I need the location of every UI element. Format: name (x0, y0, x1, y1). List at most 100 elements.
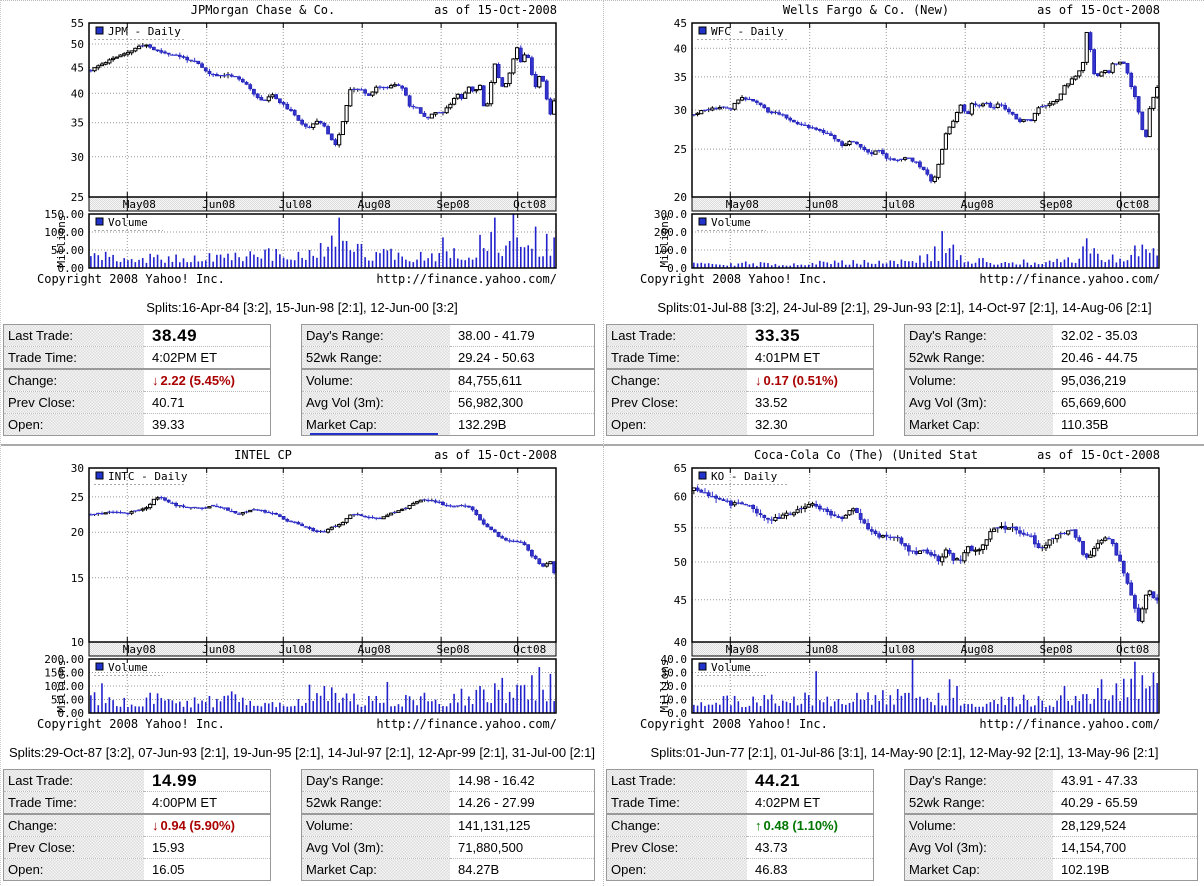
quote-label: Trade Time: (606, 791, 747, 814)
quote-row: Volume: 141,131,125 (301, 813, 595, 837)
quote-value: 102.19B (1053, 858, 1198, 881)
quote-row: Change: ↑ 0.48 (1.10%) (606, 813, 874, 837)
price-legend: INTC - Daily (94, 470, 188, 485)
quote-row: Day's Range: 43.91 - 47.33 (905, 769, 1198, 792)
quote-row: Market Cap: 132.29B (301, 413, 595, 436)
stock-panel-ko: Coca-Cola Co (The) (United Stat as of 15-… (603, 446, 1204, 886)
price-tick-label: 40 (71, 87, 84, 100)
quote-section: Last Trade: 38.49 Trade Time: 4:02PM ET Chan… (1, 324, 603, 436)
volume-tick-label: 100.00 (44, 226, 84, 239)
quote-table-right: Day's Range: 38.00 - 41.79 52wk Range: 29.2… (301, 324, 595, 436)
down-arrow-icon: ↓ (152, 373, 159, 388)
month-label: Aug08 (358, 643, 391, 656)
legend-swatch-icon (698, 26, 707, 35)
volume-bars-group (90, 667, 555, 713)
quote-section: Last Trade: 44.21 Trade Time: 4:02PM ET Chan… (604, 769, 1204, 881)
quote-value: 15.93 (144, 836, 271, 859)
volume-legend-label: Volume (711, 216, 751, 229)
price-tick-label: 60 (674, 491, 687, 504)
volume-legend-label: Volume (711, 661, 751, 674)
legend-swatch-icon (698, 662, 707, 671)
quote-row: Volume: 28,129,524 (904, 813, 1198, 837)
price-tick-label: 65 (674, 462, 687, 475)
copyright-label: Copyright 2008 Yahoo! Inc. (640, 272, 828, 286)
as-of-label: as of 15-Oct-2008 (1037, 448, 1160, 462)
quote-row: Prev Close: 33.52 (606, 391, 874, 414)
quote-label: Market Cap: (301, 858, 450, 881)
volume-legend-label: Volume (108, 216, 148, 229)
price-tick-label: 40 (674, 636, 687, 649)
finance-url: http://finance.yahoo.com/ (979, 717, 1160, 731)
month-label: Sep08 (437, 643, 470, 656)
quote-row: Volume: 95,036,219 (904, 368, 1198, 392)
quote-value: 95,036,219 (1053, 368, 1198, 392)
stock-panel-wfc: Wells Fargo & Co. (New) as of 15-Oct-2008… (603, 1, 1204, 446)
volume-tick-label: 40.0 (661, 653, 688, 666)
quote-label: Prev Close: (606, 836, 747, 859)
quote-row: Prev Close: 43.73 (606, 836, 874, 859)
quote-table-right: Day's Range: 32.02 - 35.03 52wk Range: 20.4… (904, 324, 1198, 436)
candles-group (88, 43, 557, 148)
quote-label: Change: (3, 368, 144, 392)
quote-value: 110.35B (1053, 413, 1198, 436)
month-label: Oct08 (513, 198, 546, 211)
volume-tick-label: 0.00 (58, 262, 85, 275)
gridlines (692, 22, 1159, 269)
quote-label: Prev Close: (3, 391, 144, 414)
candles-group (88, 495, 556, 575)
volume-legend: Volume (94, 216, 163, 231)
month-label: Aug08 (961, 643, 994, 656)
volume-tick-label: 300.0 (654, 208, 687, 221)
quote-value: 38.00 - 41.79 (450, 324, 595, 347)
month-label: Jul08 (279, 198, 312, 211)
quote-row: Day's Range: 14.98 - 16.42 (302, 769, 595, 792)
volume-plot-border (88, 658, 557, 714)
quote-value: 84,755,611 (450, 368, 595, 392)
quote-value: 141,131,125 (450, 813, 595, 837)
volume-bars-group (90, 214, 555, 268)
candles-group (691, 485, 1159, 624)
quote-label: Open: (3, 858, 144, 881)
quote-label: Prev Close: (606, 391, 747, 414)
quote-row: Open: 46.83 (606, 858, 874, 881)
volume-axis-label: Millions (55, 660, 68, 713)
quote-label: 52wk Range: (301, 346, 450, 369)
quote-label: Day's Range: (302, 769, 451, 792)
quote-row: Market Cap: 102.19B (904, 858, 1198, 881)
month-label: Oct08 (1116, 643, 1149, 656)
quote-label: Volume: (904, 368, 1053, 392)
quote-label[interactable]: Market Cap: (301, 413, 450, 436)
quote-label: 52wk Range: (904, 346, 1053, 369)
chart-canvas: JPMorgan Chase & Co. as of 15-Oct-2008 55 5… (37, 3, 557, 286)
quote-row: Volume: 84,755,611 (301, 368, 595, 392)
quote-row: Trade Time: 4:02PM ET (606, 791, 874, 814)
price-volume-chart: Wells Fargo & Co. (New) as of 15-Oct-2008… (604, 1, 1204, 291)
quote-value: 43.73 (747, 836, 874, 859)
splits-note: Splits:01-Jul-88 [3:2], 24-Jul-89 [2:1],… (657, 300, 1152, 315)
quote-value: 33.52 (747, 391, 874, 414)
as-of-label: as of 15-Oct-2008 (434, 448, 557, 462)
stock-panel-jpm: JPMorgan Chase & Co. as of 15-Oct-2008 55 5… (1, 1, 603, 446)
quote-label: Avg Vol (3m): (301, 836, 450, 859)
month-label: Sep08 (437, 198, 470, 211)
quote-label: Change: (3, 813, 144, 837)
quote-value: 44.21 (747, 769, 874, 792)
volume-axis-label: Millions (658, 215, 671, 268)
quote-row: 52wk Range: 29.24 - 50.63 (301, 346, 595, 369)
quote-value: 14,154,700 (1053, 836, 1198, 859)
quote-value: 14.26 - 27.99 (450, 791, 595, 814)
quote-label: Trade Time: (3, 791, 144, 814)
month-label: May08 (123, 198, 156, 211)
month-label: Oct08 (1116, 198, 1149, 211)
price-tick-label: 50 (71, 38, 84, 51)
quote-label: Change: (606, 368, 747, 392)
month-label: Jun08 (805, 643, 838, 656)
quote-label: Avg Vol (3m): (301, 391, 450, 414)
price-tick-label: 45 (674, 594, 687, 607)
month-band (691, 641, 1160, 657)
volume-bars-group (693, 659, 1158, 713)
quote-row: Avg Vol (3m): 71,880,500 (301, 836, 595, 859)
month-label: Jul08 (882, 198, 915, 211)
quote-section: Last Trade: 33.35 Trade Time: 4:01PM ET Chan… (604, 324, 1204, 436)
price-tick-label: 35 (71, 117, 84, 130)
